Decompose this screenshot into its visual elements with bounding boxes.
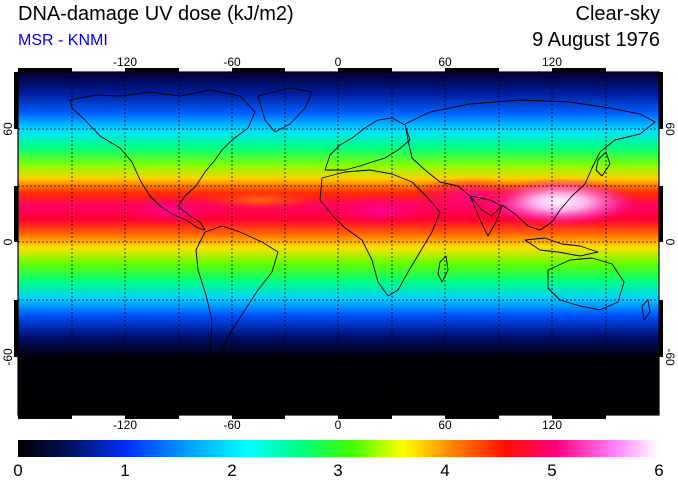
coastline-asia [404, 99, 656, 231]
colorbar [18, 440, 659, 457]
date-label: 9 August 1976 [532, 29, 660, 51]
colorbar-label-6: 6 [654, 461, 663, 480]
coastline-australia [547, 257, 625, 311]
lon-tick-bottom-1: -120 [113, 418, 137, 432]
sky-condition-label: Clear-sky [575, 3, 660, 25]
lon-tick-bottom-3: 0 [335, 418, 342, 432]
coastline-madagascar [437, 255, 449, 283]
coastline-north-america [69, 89, 256, 231]
lat-tick-right-2: 0 [663, 239, 677, 246]
colorbar-label-0: 0 [13, 461, 22, 480]
page-title: DNA-damage UV dose (kJ/m2) [18, 3, 294, 25]
lon-tick-top-4: 60 [438, 55, 452, 69]
graticule [18, 72, 659, 415]
coastline-africa [319, 169, 441, 297]
lat-ticks-left: 60 0 -60 [1, 122, 15, 366]
frame-bars [14, 68, 663, 419]
lon-ticks-bottom: -120 -60 0 60 120 [113, 418, 562, 432]
colorbar-label-5: 5 [547, 461, 556, 480]
coastline-antarctica [17, 397, 660, 405]
lon-tick-top-1: -120 [113, 55, 137, 69]
coastline-india [469, 195, 503, 237]
lat-tick-left-3: -60 [1, 348, 15, 366]
lat-tick-right-3: -60 [663, 348, 677, 366]
cloudy-region-atlantic [200, 190, 320, 210]
coastline-south-america [195, 225, 279, 363]
warm-region-central-america [120, 196, 220, 224]
warm-region-sahara [325, 194, 435, 226]
colorbar-label-3: 3 [333, 461, 342, 480]
coastline-greenland [257, 87, 313, 133]
coastlines [17, 87, 660, 405]
lon-ticks-top: -120 -60 0 60 120 [113, 55, 562, 69]
coastline-indonesia [524, 237, 599, 257]
lon-tick-bottom-2: -60 [223, 418, 241, 432]
lat-ticks-right: 60 0 -60 [663, 122, 677, 366]
coastline-new-zealand [641, 299, 651, 321]
colorbar-label-2: 2 [227, 461, 236, 480]
lon-tick-top-5: 120 [542, 55, 562, 69]
lon-tick-bottom-4: 60 [438, 418, 452, 432]
lon-tick-bottom-5: 120 [542, 418, 562, 432]
colorbar-labels: 0 1 2 3 4 5 6 [13, 461, 663, 480]
coastline-japan [595, 151, 611, 177]
lon-tick-top-2: -60 [223, 55, 241, 69]
colorbar-label-1: 1 [120, 461, 129, 480]
lat-tick-right-1: 60 [663, 122, 677, 136]
colorbar-label-4: 4 [440, 461, 449, 480]
lat-tick-left-2: 0 [1, 238, 15, 245]
lon-tick-top-3: 0 [335, 55, 342, 69]
lat-tick-left-1: 60 [1, 122, 15, 136]
uv-field [18, 72, 659, 415]
source-label: MSR - KNMI [18, 32, 108, 49]
